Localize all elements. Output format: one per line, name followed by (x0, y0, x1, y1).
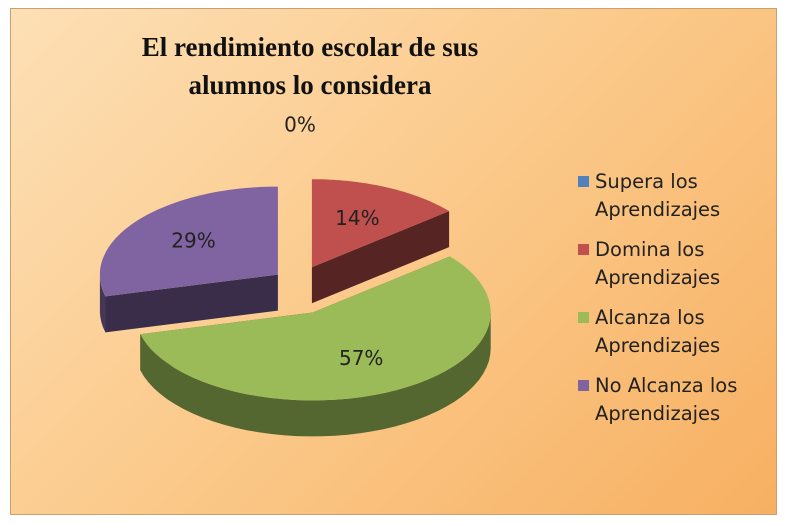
data-label: 29% (171, 229, 215, 253)
slice-side (311, 211, 450, 304)
data-label: 0% (284, 113, 316, 137)
legend-swatch (578, 380, 589, 391)
pie-slice (99, 186, 278, 297)
pie-slice (140, 256, 491, 401)
slice-wall (99, 274, 106, 333)
pie-slice (311, 179, 450, 268)
legend-item: Domina los Aprendizajes (578, 236, 778, 292)
slice-wall (140, 312, 491, 437)
legend-item: Alcanza los Aprendizajes (578, 304, 778, 360)
slice-side (105, 274, 278, 333)
legend-label: No Alcanza los Aprendizajes (595, 374, 738, 425)
legend-item: Supera los Aprendizajes (578, 168, 778, 224)
legend-swatch (578, 312, 589, 323)
data-label: 14% (335, 206, 379, 230)
legend-swatch (578, 244, 589, 255)
legend: Supera los Aprendizajes Domina los Aprend… (578, 168, 778, 440)
legend-label: Supera los Aprendizajes (595, 170, 721, 221)
data-label: 57% (339, 346, 383, 370)
legend-label: Domina los Aprendizajes (595, 238, 721, 289)
chart-title: El rendimiento escolar de sus alumnos lo… (141, 32, 479, 100)
legend-label: Alcanza los Aprendizajes (595, 306, 721, 357)
legend-swatch (578, 176, 589, 187)
legend-item: No Alcanza los Aprendizajes (578, 372, 778, 428)
